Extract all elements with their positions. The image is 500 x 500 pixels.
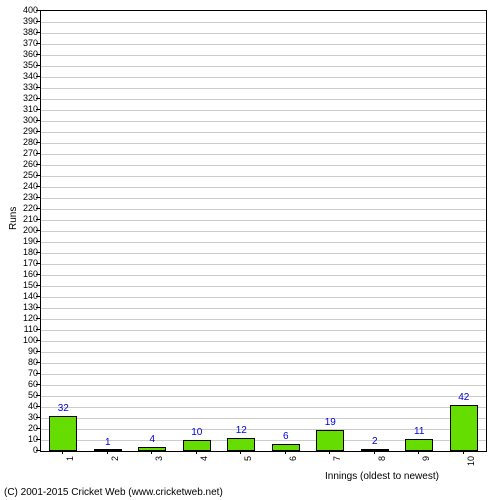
bar <box>361 449 389 451</box>
gridline <box>41 253 486 254</box>
gridline <box>41 352 486 353</box>
gridline <box>41 44 486 45</box>
gridline <box>41 407 486 408</box>
bar-value-label: 4 <box>149 434 155 445</box>
bar <box>316 430 344 451</box>
gridline <box>41 55 486 56</box>
bar-value-label: 42 <box>458 392 469 403</box>
gridline <box>41 319 486 320</box>
gridline <box>41 143 486 144</box>
x-tick-label: 8 <box>377 456 387 461</box>
gridline <box>41 242 486 243</box>
gridline <box>41 154 486 155</box>
x-tick-label: 3 <box>154 456 164 461</box>
bar-value-label: 1 <box>105 437 111 448</box>
gridline <box>41 132 486 133</box>
bar <box>272 444 300 451</box>
gridline <box>41 264 486 265</box>
bar-value-label: 12 <box>236 425 247 436</box>
gridline <box>41 385 486 386</box>
gridline <box>41 209 486 210</box>
gridline <box>41 88 486 89</box>
gridline <box>41 396 486 397</box>
y-axis-title: Runs <box>8 207 19 230</box>
x-tick-label: 9 <box>421 456 431 461</box>
x-tick-label: 1 <box>65 456 75 461</box>
bar-value-label: 11 <box>414 426 424 437</box>
x-tick-label: 2 <box>110 456 120 461</box>
gridline <box>41 22 486 23</box>
bar <box>405 439 433 451</box>
gridline <box>41 33 486 34</box>
x-tick-label: 5 <box>243 456 253 461</box>
bar-value-label: 32 <box>58 403 69 414</box>
x-tick-label: 7 <box>332 456 342 461</box>
gridline <box>41 374 486 375</box>
gridline <box>41 330 486 331</box>
x-axis-title: Innings (oldest to newest) <box>325 471 439 482</box>
bar <box>183 440 211 451</box>
x-tick-label: 10 <box>466 456 476 466</box>
bar <box>49 416 77 451</box>
x-tick-label: 6 <box>288 456 298 461</box>
bar-value-label: 19 <box>325 417 336 428</box>
chart-container: 3214101261921142 01020304050607080901001… <box>0 0 500 500</box>
bar <box>227 438 255 451</box>
plot-area: 32 1 4 10 12 6 19 2 11 42 <box>40 10 487 452</box>
gridline <box>41 341 486 342</box>
copyright-text: (C) 2001-2015 Cricket Web (www.cricketwe… <box>4 487 223 498</box>
gridline <box>41 66 486 67</box>
bar <box>138 447 166 451</box>
gridline <box>41 165 486 166</box>
bar <box>94 449 122 451</box>
bar-value-label: 2 <box>372 436 378 447</box>
gridline <box>41 231 486 232</box>
bar-value-label: 6 <box>283 431 289 442</box>
gridline <box>41 176 486 177</box>
gridline <box>41 297 486 298</box>
bar-value-label: 10 <box>191 427 202 438</box>
gridline <box>41 220 486 221</box>
gridline <box>41 110 486 111</box>
gridline <box>41 418 486 419</box>
gridline <box>41 308 486 309</box>
gridline <box>41 363 486 364</box>
gridline <box>41 286 486 287</box>
bar <box>450 405 478 451</box>
gridline <box>41 77 486 78</box>
x-tick-label: 4 <box>199 456 209 461</box>
gridline <box>41 187 486 188</box>
gridline <box>41 198 486 199</box>
gridline <box>41 275 486 276</box>
gridline <box>41 99 486 100</box>
gridline <box>41 121 486 122</box>
